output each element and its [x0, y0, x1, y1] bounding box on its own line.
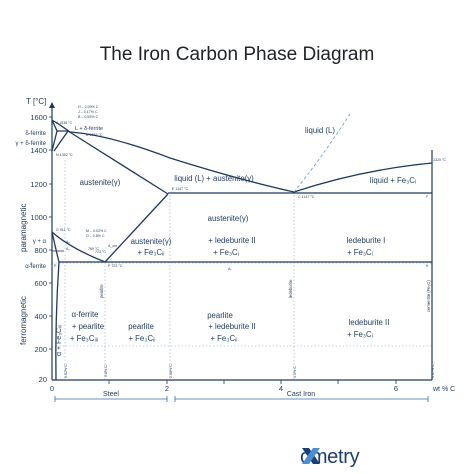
- y-tick-marks: [49, 116, 52, 350]
- region-labels: liquid (L) L + δ-ferrite austenite(γ) li…: [70, 126, 416, 343]
- vertical-labels: pearlite ledeburite cementite (Fe₃C): [99, 279, 431, 312]
- y-tick: 400: [34, 312, 47, 321]
- region-alpha-pearlite-1: α-ferrite: [71, 310, 98, 319]
- pct-667: 6.67% C: [431, 364, 435, 378]
- ledeburite-vertical-label: ledeburite: [288, 279, 293, 298]
- point-acm: A_cm: [108, 244, 117, 248]
- region-led1-1: ledeburite I: [347, 236, 386, 245]
- region-pearlite-2: + Fe₃Cᵢᵢ: [128, 334, 155, 343]
- x-tick: 6: [394, 384, 398, 393]
- point-bc: B – 0.53% C: [78, 115, 99, 119]
- region-pl-2: + ledeburite II: [208, 322, 255, 331]
- x-tick: 2: [165, 384, 169, 393]
- y-tick: 600: [34, 279, 47, 288]
- y-tick: 20: [39, 375, 47, 384]
- region-alpha-pearlite-2: + pearlite: [72, 322, 104, 331]
- region-aust-led-3: + Fe₃Cᵢ: [213, 248, 239, 257]
- point-m: M – 0.02% C: [86, 229, 107, 233]
- page-title: The Iron Carbon Phase Diagram: [99, 44, 375, 65]
- delta-ferrite-label: δ-ferrite: [25, 131, 46, 137]
- x-tick: 0: [50, 384, 54, 393]
- phase-boundaries: [51, 119, 433, 381]
- y-tick: 1400: [30, 146, 47, 155]
- region-led2-1: ledeburite II: [349, 318, 390, 327]
- point-769: 769 °C: [88, 247, 99, 251]
- xometry-logo: ometry: [300, 446, 360, 469]
- region-liquid-austenite: liquid (L) + austenite(γ): [174, 174, 254, 183]
- x-tick-marks: [108, 380, 397, 384]
- graphite-liquidus-dashed: [293, 113, 351, 193]
- point-c: C 1147 °C: [298, 195, 315, 199]
- region-pl-1: pearlite: [207, 311, 233, 320]
- region-pl-3: + Fe₃Cᵢᵢ: [210, 334, 237, 343]
- point-a3: A₃: [66, 240, 70, 244]
- y-tick: 800: [34, 246, 47, 255]
- region-aust-fe3c-2: + Fe₃Cᵢᵢ: [137, 248, 164, 257]
- ferromagnetic-label: ferromagnetic: [19, 296, 28, 345]
- point-p723: P 723 °C: [108, 264, 123, 268]
- y-axis-label: T [°C]: [26, 97, 46, 106]
- region-alpha-pearlite-3: + Fe₃Cᵢᵢᵢ: [70, 334, 98, 343]
- pct-002: 0.02% C: [64, 364, 68, 378]
- region-liquid: liquid (L): [305, 126, 335, 135]
- y-axis-arrow: [49, 102, 55, 108]
- range-labels: Steel Cast Iron: [103, 391, 315, 398]
- region-aust-led-1: austenite(γ): [208, 214, 249, 223]
- cementite-vertical-label: cementite (Fe₃C): [426, 280, 431, 312]
- y-tick: 1000: [30, 213, 47, 222]
- region-liquid-fe3c: liquid + Fe₃Cᵢ: [370, 176, 416, 185]
- region-aust-led-2: + ledeburite II: [208, 236, 255, 245]
- y-tick: 200: [34, 345, 47, 354]
- region-led1-2: + Fe₃Cᵢ: [347, 248, 373, 257]
- percent-markers: 0.02% C 0.8% C 2.06% C 4.3% C 6.67% C: [64, 364, 435, 378]
- cast-iron-range-label: Cast Iron: [287, 391, 316, 398]
- region-austenite: austenite(γ): [80, 178, 121, 187]
- y-tick-labels: 1600 1400 1200 1000 800 600 400 200 20: [30, 113, 47, 384]
- paramagnetic-label: paramagnetic: [19, 204, 28, 252]
- point-a1: A₁: [228, 267, 232, 271]
- gamma-alpha-label: γ + α: [33, 239, 47, 245]
- region-led2-2: + Fe₃Cᵢ: [347, 330, 373, 339]
- point-n: N 1392 °C: [56, 153, 73, 157]
- pct-43: 4.3% C: [293, 366, 297, 378]
- point-annotations: H – 0.09% C J – 0.17% C B – 0.53% C A 15…: [54, 105, 446, 271]
- x-tick-labels: 0 2 4 6: [50, 384, 398, 393]
- point-a: A 1536 °C: [56, 121, 73, 125]
- point-g: G 911 °C: [56, 228, 71, 232]
- region-pearlite-1: pearlite: [128, 322, 154, 331]
- left-phase-labels: δ-ferrite γ + δ-ferrite γ + α α-ferrite: [15, 131, 46, 270]
- alpha-ferrite-label: α-ferrite: [25, 264, 46, 270]
- point-p: P: [54, 264, 57, 268]
- gamma-delta-label: γ + δ-ferrite: [15, 141, 46, 147]
- point-o: O – 0.8% C: [86, 234, 105, 238]
- pearlite-vertical-label: pearlite: [99, 284, 104, 298]
- pct-08: 0.8% C: [104, 365, 108, 377]
- x-axis-label: wt % C: [432, 386, 455, 393]
- point-h: H – 0.09% C: [78, 105, 99, 109]
- point-b: B 1493 °C: [86, 133, 103, 137]
- pct-206: 2.06% C: [169, 364, 173, 378]
- point-d: 1320 °C: [433, 158, 446, 162]
- point-s: 723 °C: [95, 250, 106, 254]
- steel-range-label: Steel: [103, 391, 119, 398]
- x-tick: 4: [279, 384, 283, 393]
- point-j: J – 0.17% C: [78, 110, 98, 114]
- point-f: F: [426, 195, 429, 199]
- guide-lines: [52, 160, 432, 380]
- y-tick: 1600: [30, 113, 47, 122]
- region-aust-fe3c-1: austenite(γ): [131, 237, 172, 246]
- region-alpha-fe3c: α + Fe₃Cᵢᵢᵢ: [56, 325, 63, 356]
- region-l-delta: L + δ-ferrite: [75, 126, 103, 132]
- point-k: K: [426, 264, 429, 268]
- composition-ranges: [54, 396, 429, 402]
- x-logo-icon: [302, 448, 320, 464]
- point-e: E 1147 °C: [172, 187, 189, 191]
- y-tick: 1200: [30, 180, 47, 189]
- point-a2: A₂: [66, 247, 70, 251]
